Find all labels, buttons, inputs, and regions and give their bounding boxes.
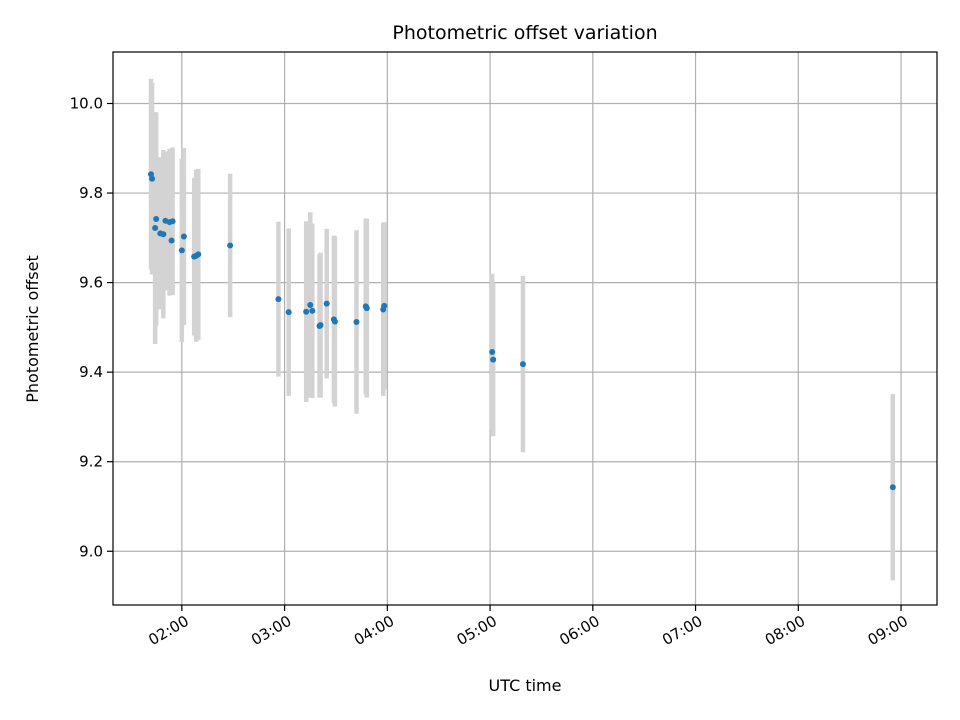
data-point (153, 216, 160, 223)
y-axis: 9.0 9.2 9.4 9.6 9.8 10.0 (70, 94, 113, 560)
data-point (489, 349, 496, 356)
data-point (323, 300, 330, 307)
y-tick-label: 9.8 (79, 184, 103, 202)
chart-title: Photometric offset variation (392, 22, 657, 44)
data-point (889, 484, 896, 491)
data-point (317, 322, 324, 329)
data-point (275, 296, 282, 303)
data-point (169, 218, 176, 225)
data-point (168, 237, 175, 244)
data-points (148, 171, 896, 491)
data-point (152, 224, 159, 231)
data-point (180, 233, 187, 240)
data-point (307, 301, 314, 308)
data-point (363, 305, 370, 312)
data-point (160, 231, 167, 238)
x-axis-title: UTC time (489, 676, 562, 695)
y-tick-label: 9.6 (79, 274, 103, 292)
y-axis-title: Photometric offset (23, 255, 42, 403)
data-point (303, 308, 310, 315)
data-point (148, 171, 155, 178)
data-point (149, 175, 156, 182)
y-tick-label: 9.0 (79, 542, 103, 560)
data-point (178, 247, 185, 254)
data-point (195, 251, 202, 258)
data-point (285, 309, 292, 316)
data-point (331, 318, 338, 325)
plot-frame (112, 51, 938, 606)
data-point (227, 242, 234, 249)
data-point (381, 302, 388, 309)
data-point (309, 307, 316, 314)
data-point (519, 361, 526, 368)
y-tick-label: 9.2 (79, 453, 103, 471)
data-point (353, 319, 360, 326)
y-tick-label: 10.0 (70, 94, 103, 112)
y-tick-label: 9.4 (79, 363, 103, 381)
grid (113, 52, 937, 605)
data-point (490, 356, 497, 363)
